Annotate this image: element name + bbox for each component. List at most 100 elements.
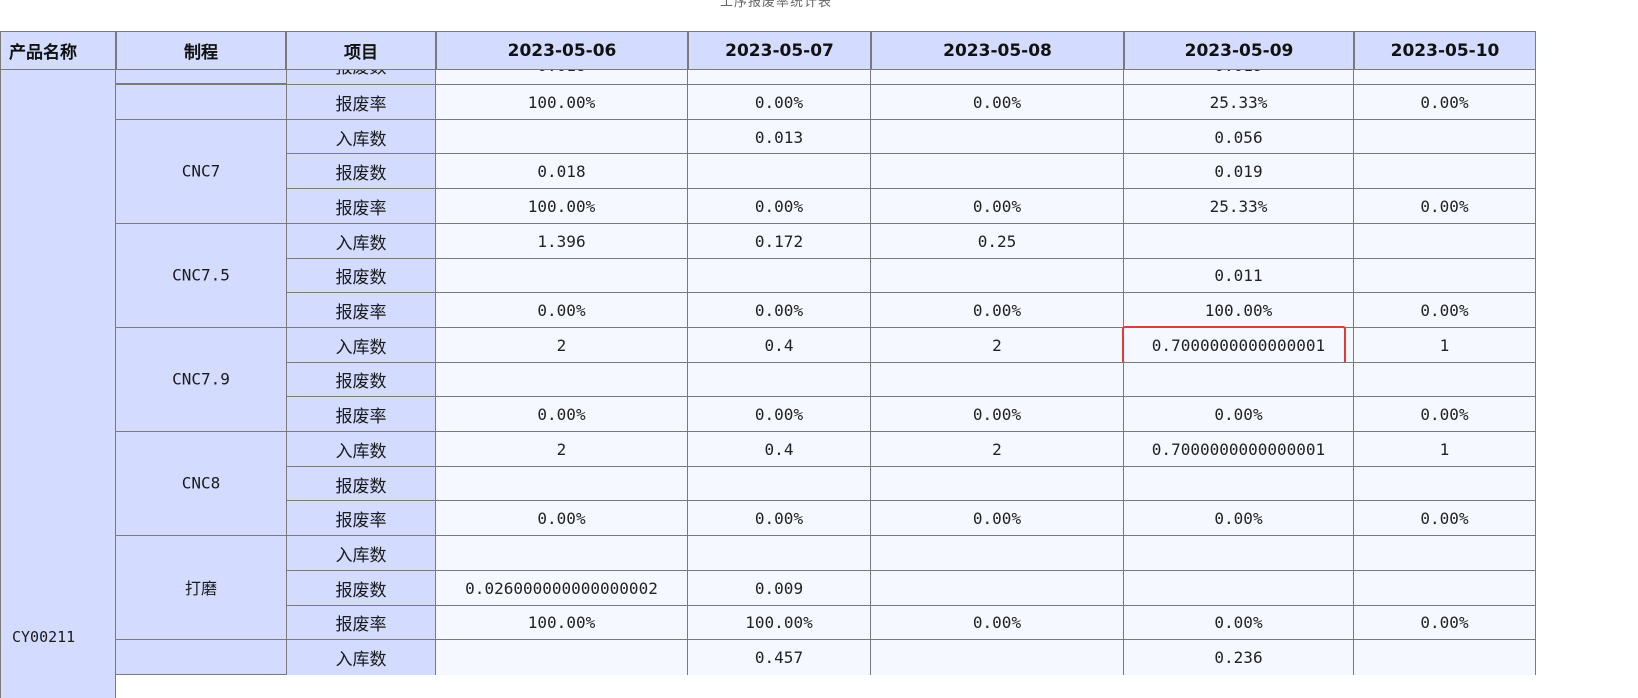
table-cell [871,257,1124,294]
table-cell [436,639,688,675]
table-cell: 0.00% [1354,292,1536,328]
table-cell: 0.011 [1124,257,1354,294]
table-cell: 0.00% [688,396,871,432]
column-header: 2023-05-08 [871,31,1124,70]
table-cell [1354,257,1536,294]
table-cell: 100.00% [436,84,688,120]
table-cell [1354,361,1536,398]
table-cell: 100.00% [436,604,688,641]
table-cell [1354,118,1536,155]
column-header: 2023-05-06 [436,31,688,70]
table-row-item: 入库数 [286,118,436,155]
table-row-item: 报废率 [286,500,436,537]
table-row-item: 报废数 [286,153,436,190]
table-cell [1124,222,1354,259]
column-header: 制程 [116,31,286,70]
table-row-item: 报废数 [286,465,436,502]
table-cell: 0.00% [1354,604,1536,641]
table-cell: 100.00% [436,188,688,224]
process-label: CNC7.9 [172,369,230,389]
table-cell [871,465,1124,502]
table-cell [436,257,688,294]
process-label: CNC8 [181,473,221,493]
column-header: 产品名称 [0,31,116,70]
table-cell: 0.00% [436,292,688,328]
table-cell [871,153,1124,190]
table-cell: 0.00% [871,500,1124,537]
process-cell [116,639,286,675]
table-cell: 0.4 [688,326,871,363]
table-row-item: 报废数 [286,361,436,398]
table-row-item: 报废率 [286,292,436,328]
product-name-cell [0,69,116,698]
table-row-item: 报废率 [286,188,436,224]
table-cell: 0.00% [688,188,871,224]
table-cell [871,118,1124,155]
table-row-item: 报废数 [286,569,436,606]
table-cell [1354,465,1536,502]
table-cell [436,361,688,398]
table-cell [871,569,1124,606]
table-cell: 1 [1354,326,1536,363]
table-row-item: 入库数 [286,535,436,571]
table-cell: 0.00% [871,292,1124,328]
table-cell: 25.33% [1124,84,1354,120]
table-cell: 0.019 [1124,153,1354,190]
table-row-item: 入库数 [286,431,436,467]
table-cell: 0.00% [688,292,871,328]
table-cell [688,361,871,398]
table-cell: 0.00% [688,500,871,537]
process-cell [116,84,286,120]
table-cell: 0.457 [688,639,871,675]
column-header: 2023-05-10 [1354,31,1536,70]
column-header: 2023-05-07 [688,31,871,70]
table-cell: 0.00% [1124,604,1354,641]
table-cell [688,535,871,571]
table-cell: 1.396 [436,222,688,259]
table-cell: 0.00% [1124,396,1354,432]
table-cell: 0.018 [436,153,688,190]
table-cell: 0.236 [1124,639,1354,675]
table-row-item: 报废率 [286,84,436,120]
table-cell [688,257,871,294]
table-row-item: 入库数 [286,326,436,363]
table-cell: 0.00% [871,604,1124,641]
table-cell [1354,222,1536,259]
table-cell [1124,569,1354,606]
table-cell: 0.00% [871,396,1124,432]
table-cell: 0.00% [436,500,688,537]
table-cell: 2 [871,431,1124,467]
table-row-item: 报废率 [286,396,436,432]
table-cell: 0.00% [1354,188,1536,224]
table-cell: 0.7000000000000001 [1124,326,1354,363]
table-cell [1124,465,1354,502]
process-label: 打磨 [184,579,218,599]
column-header: 2023-05-09 [1124,31,1354,70]
table-cell: 2 [436,431,688,467]
table-cell: 0.00% [871,84,1124,120]
table-right-margin [1536,30,1638,698]
table-cell: 0.7000000000000001 [1124,431,1354,467]
table-cell: 0.009 [688,569,871,606]
table-row-item: 报废率 [286,604,436,641]
table-cell [871,361,1124,398]
table-cell [436,535,688,571]
table-cell [1354,639,1536,675]
product-name-value: CY00211 [12,628,76,646]
table-cell: 0.00% [436,396,688,432]
table-cell: 0.056 [1124,118,1354,155]
table-cell: 0.013 [688,118,871,155]
table-cell: 0.00% [1354,84,1536,120]
table-cell [1354,535,1536,571]
table-cell: 0.026000000000000002 [436,569,688,606]
table-cell [871,639,1124,675]
table-cell [436,118,688,155]
table-cell: 0.00% [1354,500,1536,537]
table-cell: 0.00% [1354,396,1536,432]
table-cell: 0.4 [688,431,871,467]
table-row-item: 报废数 [286,257,436,294]
table-cell: 1 [1354,431,1536,467]
table-cell: 0.172 [688,222,871,259]
table-cell [436,465,688,502]
